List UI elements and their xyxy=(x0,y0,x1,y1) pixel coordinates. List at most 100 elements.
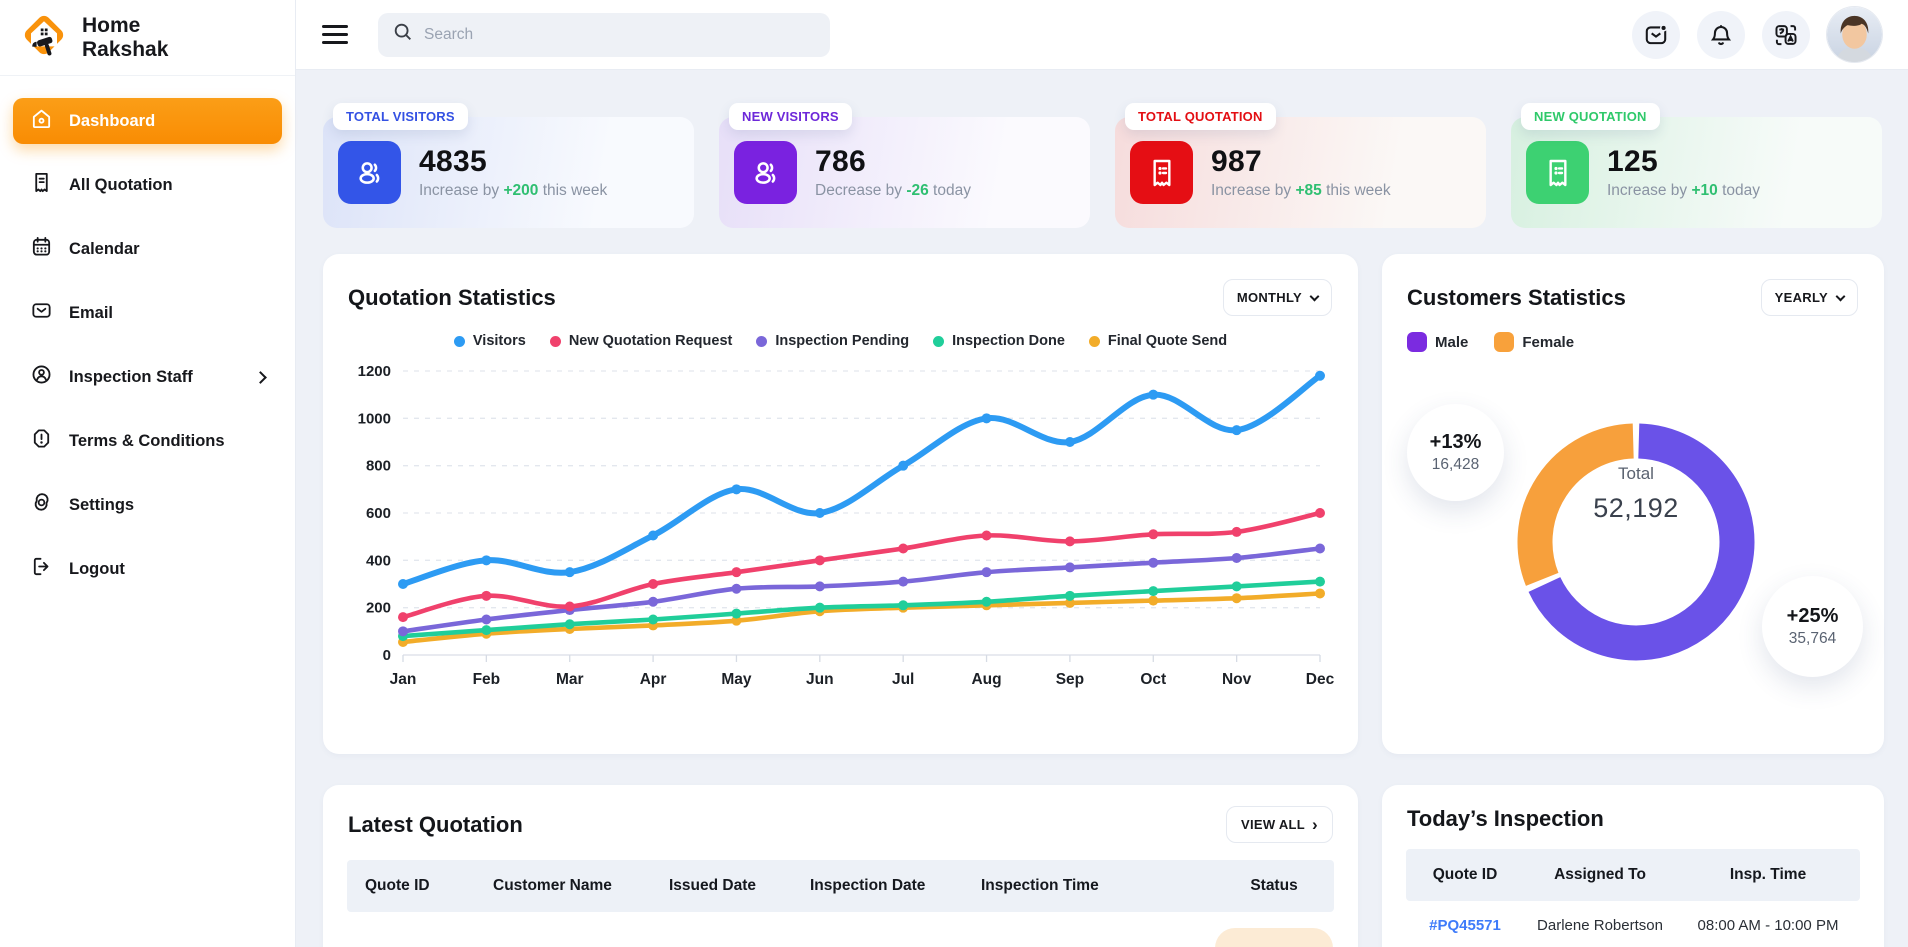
alert-icon xyxy=(30,427,53,455)
notifications-button[interactable] xyxy=(1697,11,1745,59)
legend-square-icon xyxy=(1494,332,1514,352)
topbar xyxy=(296,0,1908,70)
column-header: Quote ID xyxy=(347,860,475,912)
insp-time-cell: 08:00 AM - 10:00 PM xyxy=(1676,901,1860,947)
quotation-statistics-panel: Quotation Statistics MONTHLY VisitorsNew… xyxy=(323,254,1358,754)
svg-text:Jan: Jan xyxy=(390,671,417,688)
search-box[interactable] xyxy=(378,13,830,57)
todays-inspection-title: Today’s Inspection xyxy=(1407,806,1604,832)
sidebar-item-all-quotation[interactable]: All Quotation xyxy=(13,162,282,208)
search-input[interactable] xyxy=(424,26,816,44)
brand: Home Rakshak xyxy=(0,0,295,76)
profile-avatar[interactable] xyxy=(1827,7,1882,62)
legend-item-inspection-done[interactable]: Inspection Done xyxy=(933,333,1065,349)
logout-icon xyxy=(30,555,53,583)
stat-value: 4835 xyxy=(419,145,607,179)
view-all-button[interactable]: VIEW ALL› xyxy=(1226,806,1333,843)
quotation-line-chart: 020040060080010001200JanFebMarAprMayJunJ… xyxy=(347,355,1334,701)
assigned-to-cell: Darlene Robertson xyxy=(1524,901,1676,947)
todays-inspection-panel: Today’s Inspection Quote IDAssigned ToIn… xyxy=(1382,785,1884,947)
receipt-icon xyxy=(1526,141,1589,204)
stat-badge: NEW QUOTATION xyxy=(1521,103,1660,130)
svg-text:Mar: Mar xyxy=(556,671,584,688)
donut-total: Total 52,192 xyxy=(1512,464,1760,524)
customers-statistics-panel: Customers Statistics YEARLY Male Female +… xyxy=(1382,254,1884,754)
language-button[interactable] xyxy=(1762,11,1810,59)
svg-text:0: 0 xyxy=(383,647,391,664)
stats-row: TOTAL VISITORS4835Increase by +200 this … xyxy=(323,117,1884,228)
svg-text:Jun: Jun xyxy=(806,671,834,688)
chevron-down-icon xyxy=(1310,291,1320,301)
svg-text:400: 400 xyxy=(366,552,391,569)
svg-text:Sep: Sep xyxy=(1056,671,1084,688)
customers-statistics-title: Customers Statistics xyxy=(1407,285,1626,311)
search-icon xyxy=(392,21,414,48)
sidebar-item-label: Dashboard xyxy=(69,112,155,131)
calendar-icon xyxy=(30,235,53,263)
column-header: Inspection Date xyxy=(792,860,963,912)
svg-text:Dec: Dec xyxy=(1306,671,1334,688)
column-header: Status xyxy=(1214,860,1334,912)
svg-text:Aug: Aug xyxy=(971,671,1001,688)
legend-item-male[interactable]: Male xyxy=(1407,332,1468,352)
table-header-row: Quote IDCustomer NameIssued DateInspecti… xyxy=(347,860,1334,912)
legend-dot-icon xyxy=(933,336,944,347)
quote-id-link[interactable]: #PQ45571 xyxy=(1429,917,1501,934)
legend-item-final-quote-send[interactable]: Final Quote Send xyxy=(1089,333,1227,349)
legend-dot-icon xyxy=(550,336,561,347)
legend-item-female[interactable]: Female xyxy=(1494,332,1574,352)
customers-range-select[interactable]: YEARLY xyxy=(1761,279,1858,316)
legend-item-inspection-pending[interactable]: Inspection Pending xyxy=(756,333,909,349)
stat-card-total-visitors: TOTAL VISITORS4835Increase by +200 this … xyxy=(323,117,694,228)
sidebar-item-label: Inspection Staff xyxy=(69,368,193,387)
chevron-down-icon xyxy=(1836,291,1846,301)
column-header: Issued Date xyxy=(651,860,792,912)
stat-badge: NEW VISITORS xyxy=(729,103,852,130)
svg-text:Feb: Feb xyxy=(473,671,501,688)
svg-text:1000: 1000 xyxy=(358,410,391,427)
stat-change: Decrease by -26 today xyxy=(815,182,971,200)
menu-toggle-icon[interactable] xyxy=(322,21,348,49)
female-callout: +13% 16,428 xyxy=(1407,404,1504,501)
todays-inspection-table: Quote IDAssigned ToInsp. Time #PQ45571 Da… xyxy=(1406,849,1860,947)
person-icon xyxy=(30,363,53,391)
sidebar-item-dashboard[interactable]: Dashboard xyxy=(13,98,282,144)
stat-change: Increase by +10 today xyxy=(1607,182,1760,200)
column-header: Insp. Time xyxy=(1676,849,1860,901)
receipt-icon xyxy=(1130,141,1193,204)
status-badge xyxy=(1215,928,1333,947)
sidebar-item-terms-conditions[interactable]: Terms & Conditions xyxy=(13,418,282,464)
sidebar-item-label: Logout xyxy=(69,560,125,579)
sidebar-item-settings[interactable]: Settings xyxy=(13,482,282,528)
line-chart-legend: Visitors New Quotation Request Inspection … xyxy=(323,333,1358,349)
svg-text:800: 800 xyxy=(366,458,391,475)
table-row xyxy=(347,912,1334,947)
stat-value: 125 xyxy=(1607,145,1760,179)
svg-text:Oct: Oct xyxy=(1140,671,1166,688)
column-header: Assigned To xyxy=(1524,849,1676,901)
sidebar-item-email[interactable]: Email xyxy=(13,290,282,336)
quotation-range-select[interactable]: MONTHLY xyxy=(1223,279,1332,316)
svg-text:Jul: Jul xyxy=(892,671,914,688)
column-header: Customer Name xyxy=(475,860,651,912)
sidebar-item-label: Settings xyxy=(69,496,134,515)
sidebar-item-calendar[interactable]: Calendar xyxy=(13,226,282,272)
messages-button[interactable] xyxy=(1632,11,1680,59)
sidebar-item-logout[interactable]: Logout xyxy=(13,546,282,592)
legend-item-visitors[interactable]: Visitors xyxy=(454,333,526,349)
stat-change: Increase by +200 this week xyxy=(419,182,607,200)
svg-text:1200: 1200 xyxy=(358,363,391,380)
svg-text:Apr: Apr xyxy=(640,671,667,688)
svg-text:600: 600 xyxy=(366,505,391,522)
envelope-icon xyxy=(30,299,53,327)
legend-dot-icon xyxy=(1089,336,1100,347)
table-row: #PQ45571 Darlene Robertson08:00 AM - 10:0… xyxy=(1406,901,1860,947)
legend-item-new-quotation-request[interactable]: New Quotation Request xyxy=(550,333,733,349)
sidebar-item-label: Calendar xyxy=(69,240,140,259)
sidebar-item-label: Email xyxy=(69,304,113,323)
legend-square-icon xyxy=(1407,332,1427,352)
column-header: Quote ID xyxy=(1406,849,1524,901)
sidebar-item-inspection-staff[interactable]: Inspection Staff xyxy=(13,354,282,400)
home-icon xyxy=(30,107,53,135)
stat-card-new-visitors: NEW VISITORS786Decrease by -26 today xyxy=(719,117,1090,228)
